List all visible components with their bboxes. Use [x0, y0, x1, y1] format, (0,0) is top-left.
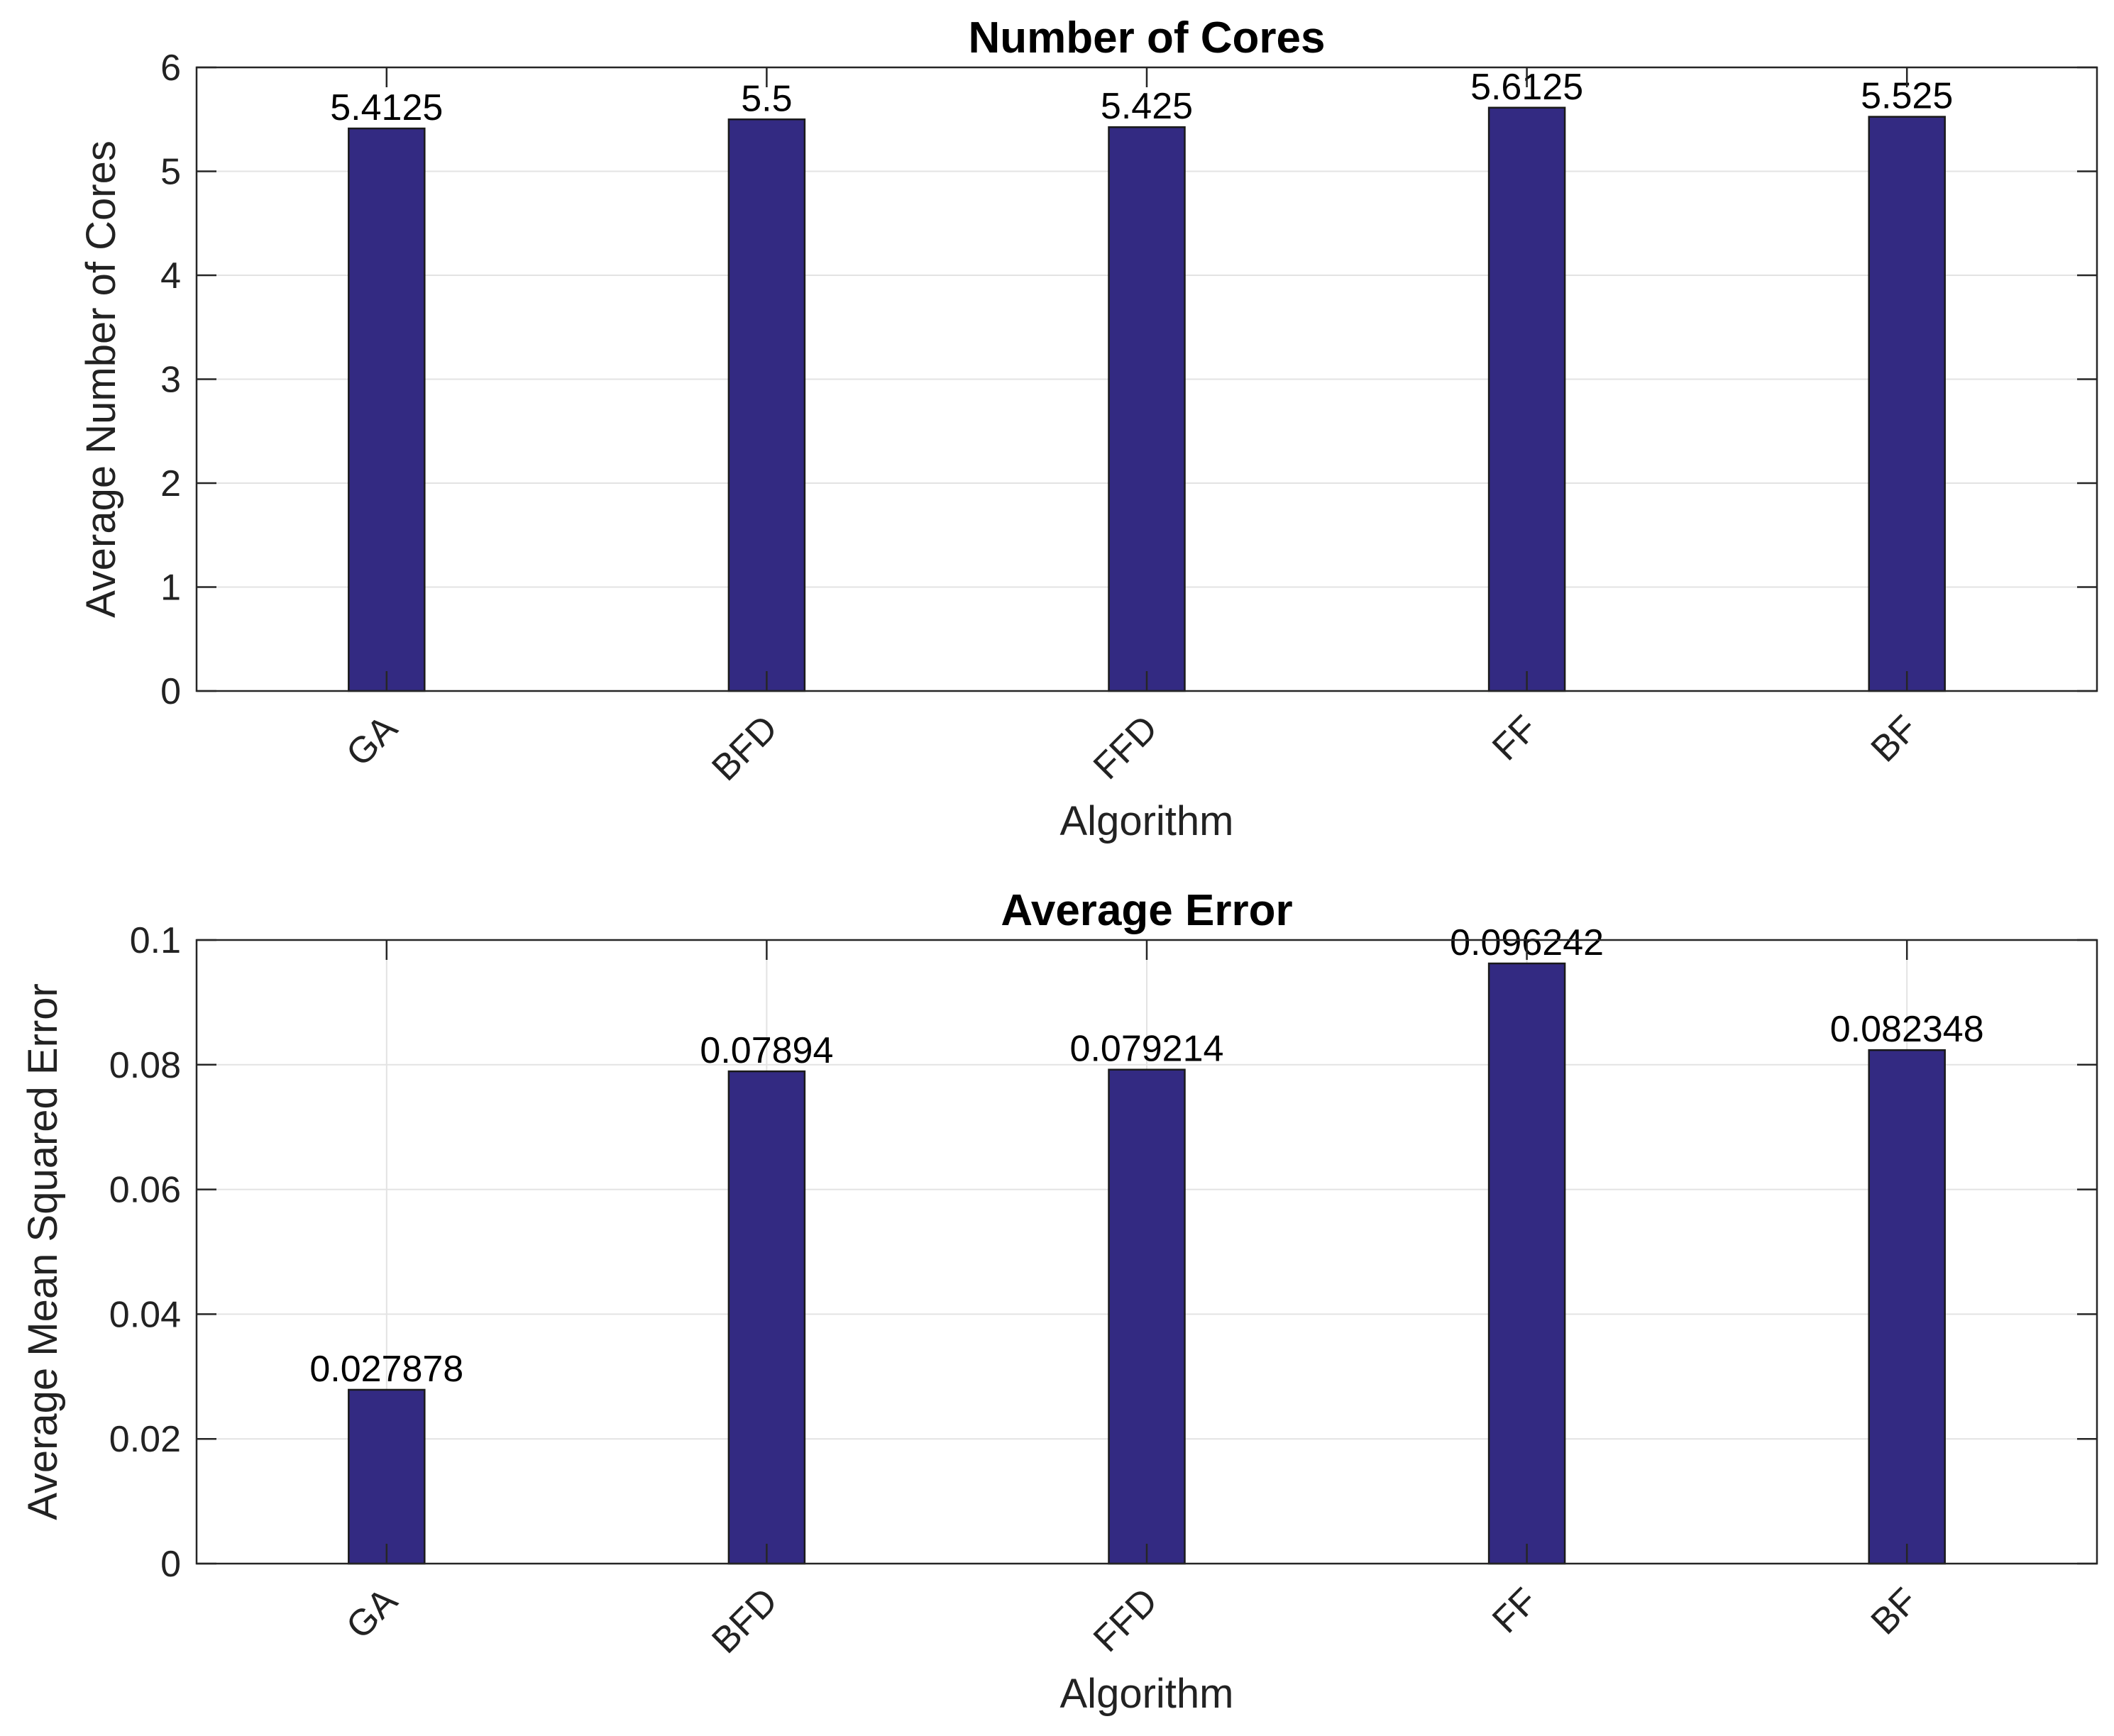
data-label-bfd: 0.07894 — [700, 1030, 833, 1071]
bar-ff — [1487, 962, 1566, 1565]
bar-ga — [348, 1388, 426, 1565]
data-label-ffd: 5.425 — [1101, 86, 1193, 127]
y-tick-label: 0.1 — [130, 920, 181, 961]
chart-title: Average Error — [1001, 886, 1292, 935]
y-tick-label: 0.04 — [109, 1294, 181, 1335]
y-axis-label: Average Mean Squared Error — [20, 983, 66, 1520]
x-tick-label-ff: FF — [1485, 1580, 1546, 1641]
chart-title: Number of Cores — [969, 13, 1326, 62]
x-axis-label: Algorithm — [1060, 798, 1234, 844]
y-tick-label: 0.02 — [109, 1419, 181, 1460]
x-tick-label-ga: GA — [338, 707, 405, 774]
bar-bfd — [727, 118, 806, 692]
bar-bf — [1868, 1049, 1946, 1565]
y-tick-label: 6 — [160, 48, 181, 89]
y-tick-label: 2 — [160, 463, 181, 504]
x-tick-label-bfd: BFD — [704, 707, 786, 789]
y-axis-label: Average Number of Cores — [78, 140, 124, 618]
x-tick-label-ff: FF — [1485, 707, 1546, 768]
y-tick-label: 0 — [160, 1544, 181, 1585]
bar-bf — [1868, 116, 1946, 692]
x-axis-label: Algorithm — [1060, 1671, 1234, 1717]
x-tick-label-ffd: FFD — [1086, 1580, 1165, 1659]
y-tick-label: 1 — [160, 568, 181, 609]
data-label-ga: 5.4125 — [330, 87, 443, 128]
data-label-bf: 0.082348 — [1830, 1009, 1984, 1050]
x-tick-label-bfd: BFD — [704, 1580, 786, 1662]
bar-ffd — [1108, 126, 1186, 692]
y-tick-label: 4 — [160, 255, 181, 297]
bar-ffd — [1108, 1068, 1186, 1565]
x-tick-label-bf: BF — [1863, 707, 1926, 770]
x-tick-label-ffd: FFD — [1086, 707, 1165, 787]
y-tick-label: 0.08 — [109, 1045, 181, 1086]
y-tick-label: 0 — [160, 671, 181, 712]
data-label-ga: 0.027878 — [309, 1349, 463, 1390]
x-tick-label-bf: BF — [1863, 1580, 1926, 1642]
y-tick-label: 0.06 — [109, 1170, 181, 1211]
x-tick-label-ga: GA — [338, 1580, 405, 1647]
y-tick-label: 5 — [160, 152, 181, 193]
data-label-ffd: 0.079214 — [1070, 1029, 1224, 1070]
y-tick-label: 3 — [160, 360, 181, 401]
bar-ga — [348, 127, 426, 692]
bar-bfd — [727, 1070, 806, 1565]
bar-ff — [1487, 106, 1566, 692]
